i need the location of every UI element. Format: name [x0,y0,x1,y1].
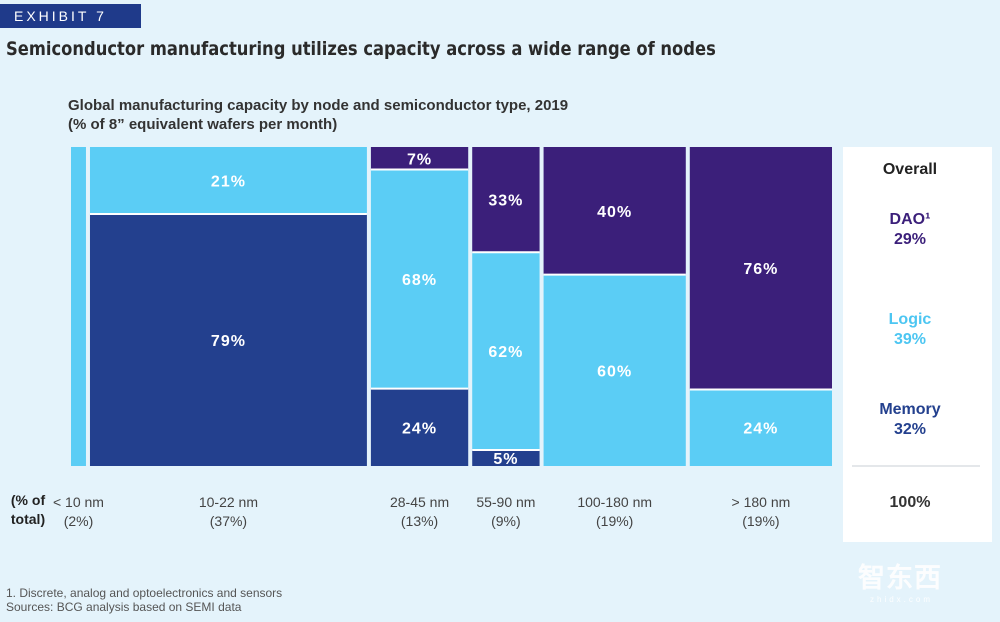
bar-segment-dao [689,147,832,390]
bar-segment-dao [472,147,540,253]
x-tick-label: 55-90 nm [476,494,535,510]
footnote-dao: 1. Discrete, analog and optoelectronics … [6,586,283,600]
chart-subtitle-block: Global manufacturing capacity by node an… [68,96,568,134]
data-label: 68% [402,272,437,289]
footnote-sources: Sources: BCG analysis based on SEMI data [6,600,242,614]
watermark-url: zhidx.com [870,595,934,604]
bar-segment-logic [689,389,832,466]
x-tick-label: < 10 nm [53,494,104,510]
data-label: 5% [493,451,518,468]
marimekko-chart: < 10 nm (2%) 21% 79% 10-22 nm (37%) 7% 68% 24% 28… [11,147,992,542]
bar-segment-logic [543,274,686,466]
overall-category-value: 29% [894,231,926,248]
x-share-label: (2%) [64,513,94,529]
overall-category-name: Logic [889,311,932,328]
data-label: 24% [743,421,778,438]
bar-segment-logic [472,252,540,451]
x-tick-label: 10-22 nm [199,494,258,510]
data-label: 76% [743,261,778,278]
overall-category-name: Memory [879,401,940,418]
x-share-label: (9%) [491,513,521,529]
data-label: 21% [211,173,246,190]
bar-segment-memory [370,388,469,466]
headline: Semiconductor manufacturing utilizes cap… [6,38,716,60]
x-share-label: (19%) [596,513,633,529]
x-tick-label: > 180 nm [732,494,791,510]
footnotes: 1. Discrete, analog and optoelectronics … [6,586,282,614]
overall-heading: Overall [883,161,937,178]
data-label: 62% [488,344,523,361]
bar-segment-memory [89,213,367,466]
bar-segment-logic [89,147,367,214]
data-label: 7% [407,151,432,168]
overall-panel [843,147,992,542]
chart-title: Global manufacturing capacity by node an… [68,97,569,114]
data-label: 33% [488,193,523,210]
bar-segment-memory [472,450,540,466]
bar-segment-dao [370,147,469,170]
data-label: 79% [211,333,246,350]
x-share-label: (37%) [210,513,247,529]
x-axis-label: (% of [11,492,46,508]
watermark-logo: 智东西 [858,563,942,593]
data-label: 60% [597,363,632,380]
x-tick-label: 100-180 nm [577,494,652,510]
overall-category-name: DAO¹ [890,211,931,228]
chart-units: (% of 8” equivalent wafers per month) [68,116,338,133]
bar-segment-dao [543,147,686,275]
x-share-label: (13%) [401,513,438,529]
bar-segment-logic [370,169,469,389]
data-label: 24% [402,420,437,437]
x-axis-label: total) [11,511,45,527]
exhibit-label: EXHIBIT 7 [0,4,141,28]
x-share-label: (19%) [742,513,779,529]
overall-category-value: 39% [894,331,926,348]
data-label: 40% [597,204,632,221]
overall-total: 100% [890,494,931,511]
overall-category-value: 32% [894,421,926,438]
x-tick-label: 28-45 nm [390,494,449,510]
bar-segment-logic [71,147,86,466]
